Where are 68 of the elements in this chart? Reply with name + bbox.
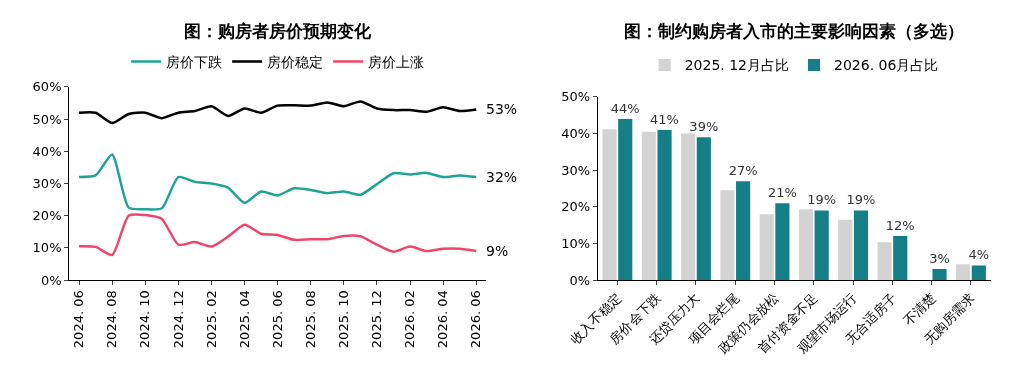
bar bbox=[814, 210, 829, 281]
x-tick-label: 2026. 02 bbox=[402, 290, 418, 349]
data-label: 27% bbox=[728, 163, 758, 179]
y-tick-label: 0% bbox=[40, 272, 62, 288]
bar bbox=[838, 219, 853, 281]
x-tick-label: 2026. 06 bbox=[468, 290, 484, 349]
legend-label: 2026. 06月占比 bbox=[834, 57, 939, 74]
y-tick-label: 20% bbox=[561, 199, 591, 215]
legend-label: 房价上涨 bbox=[368, 54, 425, 71]
bar bbox=[657, 129, 672, 281]
y-tick-label: 10% bbox=[561, 235, 591, 251]
y-tick-label: 0% bbox=[569, 272, 591, 288]
chart-title: 图：购房者房价预期变化 bbox=[184, 21, 372, 41]
annotation: 32% bbox=[486, 169, 518, 185]
line-series bbox=[77, 213, 478, 257]
y-tick-label: 50% bbox=[32, 111, 62, 127]
data-label: 41% bbox=[650, 111, 679, 127]
bar bbox=[602, 129, 617, 281]
bar bbox=[877, 242, 892, 281]
x-tick-label: 2024. 06 bbox=[71, 290, 87, 349]
legend-label: 房价下跌 bbox=[166, 54, 223, 71]
chart-title: 图：制约购房者入市的主要影响因素（多选） bbox=[624, 21, 964, 41]
data-label: 44% bbox=[610, 100, 640, 116]
bar bbox=[618, 118, 633, 281]
data-label: 39% bbox=[689, 119, 719, 135]
bar bbox=[971, 265, 986, 281]
data-label: 4% bbox=[968, 247, 990, 263]
bar bbox=[736, 181, 751, 281]
data-label: 3% bbox=[929, 251, 950, 267]
y-tick-label: 40% bbox=[561, 126, 591, 142]
annotation: 9% bbox=[486, 243, 509, 259]
x-tick-label: 2024. 10 bbox=[137, 290, 153, 349]
x-tick-label: 2025. 12 bbox=[369, 290, 385, 349]
bar bbox=[956, 264, 971, 281]
x-tick-label: 2024. 08 bbox=[104, 290, 120, 349]
legend-label: 2025. 12月占比 bbox=[684, 57, 790, 74]
bar bbox=[641, 131, 656, 281]
y-tick-label: 30% bbox=[32, 176, 62, 192]
x-tick-label: 2024. 12 bbox=[170, 290, 186, 349]
y-tick-label: 10% bbox=[32, 240, 62, 256]
legend-label: 房价稳定 bbox=[267, 54, 324, 71]
data-label: 12% bbox=[885, 218, 915, 234]
annotation: 53% bbox=[486, 101, 518, 117]
x-tick-label: 2025. 02 bbox=[203, 290, 219, 349]
x-tick-label: 2025. 10 bbox=[336, 290, 352, 349]
y-tick-label: 50% bbox=[561, 89, 591, 105]
bar bbox=[798, 209, 814, 281]
y-tick-label: 60% bbox=[32, 79, 62, 95]
bar bbox=[681, 133, 696, 281]
bar bbox=[759, 214, 774, 281]
line-series bbox=[77, 100, 478, 125]
bar bbox=[720, 190, 735, 281]
x-tick-label: 2025. 06 bbox=[269, 290, 285, 349]
bar bbox=[932, 269, 947, 281]
bar bbox=[893, 236, 908, 281]
x-tick-label: 2026. 04 bbox=[435, 290, 451, 349]
y-tick-label: 30% bbox=[561, 162, 591, 178]
line-series bbox=[77, 153, 478, 211]
bar bbox=[696, 137, 711, 281]
x-tick-label: 2025. 04 bbox=[236, 290, 252, 349]
data-label: 19% bbox=[846, 192, 876, 208]
y-tick-label: 40% bbox=[32, 143, 62, 159]
bar bbox=[775, 203, 790, 281]
data-label: 21% bbox=[767, 185, 797, 201]
x-tick-label: 2025. 08 bbox=[302, 290, 318, 349]
bar bbox=[853, 210, 869, 281]
data-label: 19% bbox=[807, 192, 837, 208]
y-tick-label: 20% bbox=[32, 208, 62, 224]
